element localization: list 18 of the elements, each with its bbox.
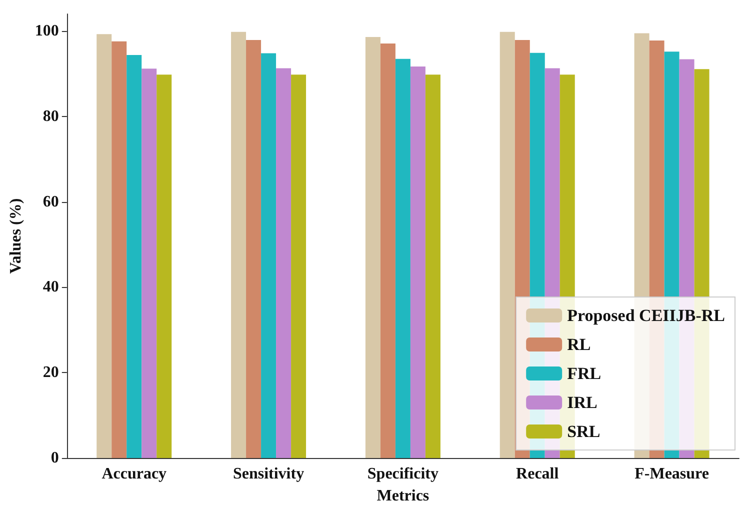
x-tick-label: Sensitivity (232, 466, 304, 482)
y-tick-label: 100 (34, 22, 59, 40)
y-tick-label: 60 (42, 193, 59, 210)
x-tick-label: Specificity (367, 466, 438, 482)
legend-label: IRL (567, 393, 598, 412)
x-tick-label: Recall (516, 466, 560, 482)
y-tick-label: 0 (50, 450, 59, 466)
y-axis-title: Values (%) (8, 198, 24, 274)
x-tick-label: Accuracy (102, 466, 167, 482)
legend-label: Proposed CEIIJB-RL (567, 306, 725, 325)
x-axis-title: Metrics (376, 488, 430, 504)
y-tick-label: 40 (42, 278, 59, 296)
legend-label: FRL (567, 364, 602, 383)
legend-label: RL (567, 335, 591, 354)
y-tick-label: 20 (42, 364, 59, 382)
y-tick-label: 80 (42, 108, 59, 125)
x-tick-label: F-Measure (634, 466, 709, 482)
legend-label: SRL (567, 422, 600, 441)
